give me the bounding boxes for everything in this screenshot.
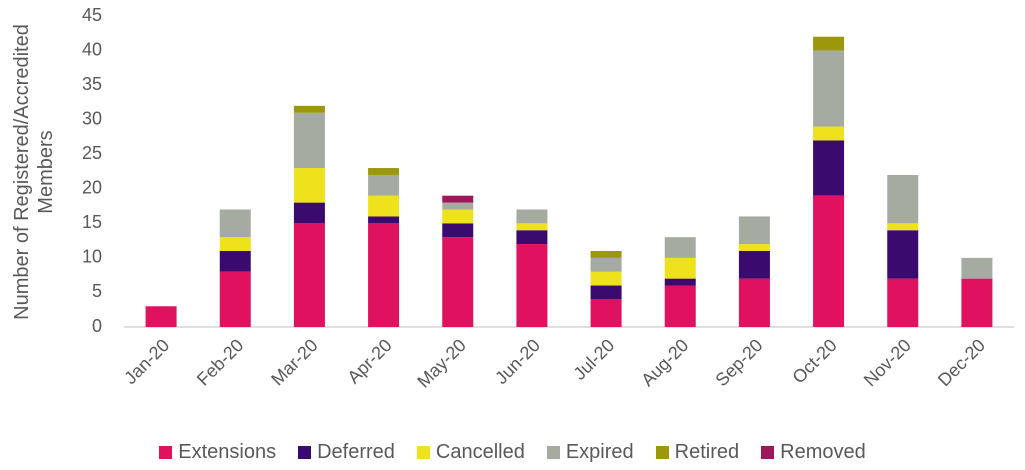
bar-segment bbox=[590, 250, 622, 258]
legend-item: Removed bbox=[761, 441, 866, 464]
y-axis-title: Number of Registered/Accredited Members bbox=[11, 24, 57, 320]
bar-segment bbox=[293, 168, 325, 203]
x-tick-label: Jul-20 bbox=[569, 335, 618, 384]
bar-segment bbox=[442, 202, 474, 210]
legend-item: Retired bbox=[655, 441, 740, 464]
x-tick-label: Jan-20 bbox=[120, 335, 173, 388]
y-tick-label: 20 bbox=[82, 178, 102, 198]
chart: 0 5 10 15 20 25 30 35 40 45 Jan-20 Feb-20 Mar-20 Apr-… bbox=[82, 5, 1014, 392]
bar-segment bbox=[442, 223, 474, 238]
bar-segment bbox=[516, 230, 548, 245]
bar-segment bbox=[219, 271, 251, 327]
y-tick-label: 10 bbox=[82, 247, 102, 267]
x-tick-label: Sep-20 bbox=[711, 335, 766, 390]
bar-segment bbox=[887, 174, 919, 224]
y-tick-label: 25 bbox=[82, 143, 102, 163]
bar-segment bbox=[590, 285, 622, 300]
bar-segment bbox=[368, 174, 400, 196]
y-tick-label: 45 bbox=[82, 5, 102, 25]
bar-segment bbox=[590, 257, 622, 272]
bar-segment bbox=[145, 306, 177, 327]
bar-segment bbox=[813, 195, 845, 327]
legend-swatch bbox=[655, 446, 669, 459]
legend-label: Expired bbox=[565, 441, 634, 463]
y-tick-label: 0 bbox=[92, 316, 102, 336]
bar-segment bbox=[738, 250, 770, 279]
bar-segment bbox=[368, 223, 400, 327]
x-tick-label: Feb-20 bbox=[193, 335, 247, 389]
legend-item: Deferred bbox=[298, 441, 395, 464]
legend-swatch bbox=[298, 446, 312, 459]
y-tick-label: 40 bbox=[82, 39, 102, 59]
y-tick-label: 35 bbox=[82, 74, 102, 94]
x-tick-label: Apr-20 bbox=[343, 335, 395, 387]
bar-segment bbox=[664, 257, 696, 279]
legend-label: Removed bbox=[780, 441, 866, 463]
bar-segment bbox=[368, 216, 400, 224]
bar-segment bbox=[813, 126, 845, 141]
legend-item: Expired bbox=[546, 441, 634, 464]
x-tick-label: Aug-20 bbox=[637, 335, 692, 390]
legend-swatch bbox=[761, 446, 775, 459]
x-tick-label: Oct-20 bbox=[788, 335, 840, 387]
bar-segment bbox=[442, 195, 474, 203]
legend-item: Extensions bbox=[159, 441, 276, 464]
bar-segment bbox=[590, 271, 622, 286]
legend-swatch bbox=[546, 446, 560, 459]
y-tick-label: 15 bbox=[82, 212, 102, 232]
bar-segment bbox=[813, 36, 845, 51]
bar-segment bbox=[813, 140, 845, 196]
bar-segment bbox=[293, 112, 325, 169]
legend-swatch bbox=[159, 446, 173, 459]
bar-segment bbox=[961, 257, 993, 279]
bar-segment bbox=[664, 285, 696, 327]
bar-segment bbox=[219, 250, 251, 272]
bar-segment bbox=[516, 209, 548, 224]
bar-segment bbox=[293, 223, 325, 327]
bar-segment bbox=[813, 50, 845, 127]
bar-segment bbox=[293, 105, 325, 113]
bar-segment bbox=[516, 223, 548, 231]
bar-segment bbox=[738, 216, 770, 245]
bar-segment bbox=[961, 278, 993, 327]
legend-label: Extensions bbox=[178, 441, 277, 463]
bar-segment bbox=[293, 202, 325, 224]
legend-swatch bbox=[416, 446, 430, 459]
legend-label: Cancelled bbox=[435, 441, 525, 463]
bar-segment bbox=[664, 278, 696, 286]
bar-segment bbox=[738, 244, 770, 251]
bar-segment bbox=[368, 195, 400, 217]
bar-segment bbox=[887, 223, 919, 231]
legend-label: Deferred bbox=[317, 441, 395, 463]
bar-segment bbox=[738, 278, 770, 327]
x-tick-label: May-20 bbox=[413, 335, 470, 392]
bar-segment bbox=[887, 278, 919, 327]
bar-segment bbox=[590, 299, 622, 327]
x-tick-label: Dec-20 bbox=[934, 335, 989, 390]
legend: Extensions Deferred Cancelled Expired Retire… bbox=[0, 441, 1025, 464]
bar-segment bbox=[516, 244, 548, 327]
bar-segment bbox=[664, 237, 696, 258]
bar-segment bbox=[887, 230, 919, 279]
x-tick-label: Mar-20 bbox=[267, 335, 321, 389]
bar-segment bbox=[219, 209, 251, 238]
bar-segment bbox=[442, 237, 474, 327]
x-tick-label: Nov-20 bbox=[860, 335, 915, 390]
legend-label: Retired bbox=[674, 441, 740, 463]
y-tick-label: 5 bbox=[92, 281, 102, 301]
x-tick-label: Jun-20 bbox=[491, 335, 544, 388]
bar-segment bbox=[368, 168, 400, 175]
legend-item: Cancelled bbox=[416, 441, 525, 464]
bar-segment bbox=[442, 209, 474, 224]
y-tick-label: 30 bbox=[82, 108, 102, 128]
bar-segment bbox=[219, 237, 251, 251]
